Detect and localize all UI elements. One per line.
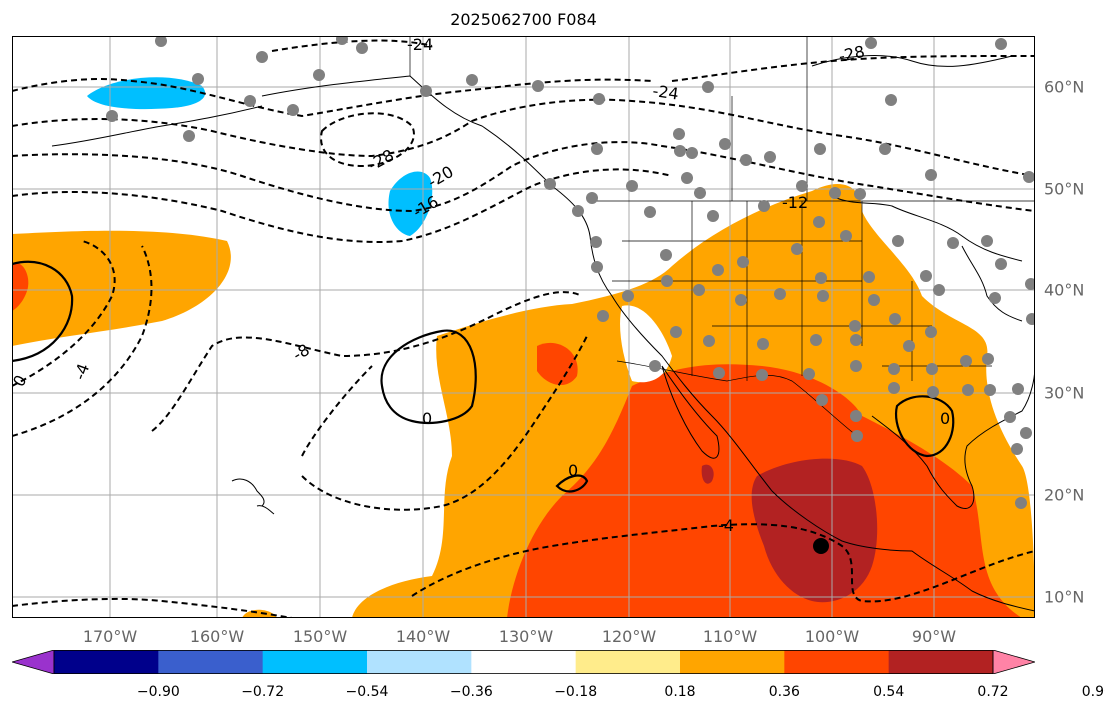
shading-blue: [87, 77, 433, 236]
colorbar-tick-label: −0.90: [136, 684, 180, 700]
contour-label: -24: [407, 36, 433, 54]
colorbar-extend-low: [12, 650, 55, 674]
colorbar: [12, 650, 1035, 674]
lon-tick-160w: 160°W: [189, 627, 245, 646]
lat-tick-20n: 20°N: [1044, 485, 1085, 505]
lon-tick-120w: 120°W: [601, 627, 657, 646]
lat-tick-60n: 60°N: [1044, 77, 1085, 97]
colorbar-cell: [367, 650, 472, 674]
station-markers: [106, 36, 1035, 509]
lon-tick-100w: 100°W: [804, 627, 860, 646]
shading-dark-red: [701, 458, 878, 603]
colorbar-tick-label: 0.18: [664, 684, 696, 700]
colorbar-cell: [575, 650, 681, 674]
contour-label: -4: [70, 361, 93, 382]
lat-tick-10n: 10°N: [1044, 587, 1085, 607]
colorbar-cell: [784, 650, 890, 674]
lon-tick-130w: 130°W: [498, 627, 554, 646]
colorbar-tick-label: 0.54: [873, 684, 905, 700]
contour-label: 0: [940, 409, 950, 428]
lon-tick-110w: 110°W: [702, 627, 758, 646]
lat-tick-30n: 30°N: [1044, 383, 1085, 403]
colorbar-tick-label: −0.18: [554, 684, 598, 700]
colorbar-tick-label: 0.90: [1081, 684, 1105, 700]
contour-label: -24: [651, 81, 680, 103]
colorbar-cell: [471, 650, 577, 674]
map-plot: -24 -28 -24 -28 -20 -16 -8 -4 0 0 0 0 -4…: [12, 36, 1035, 618]
graticule: [12, 36, 1035, 618]
lon-tick-170w: 170°W: [82, 627, 138, 646]
lon-tick-90w: 90°W: [911, 627, 957, 646]
colorbar-tick-label: −0.72: [241, 684, 285, 700]
contour-label: -4: [718, 516, 734, 535]
colorbar-tick-label: 0.72: [977, 684, 1009, 700]
colorbar-extend-high: [992, 650, 1035, 674]
coastlines: [51, 55, 1035, 612]
contours-solid: [12, 260, 955, 493]
political-borders: [409, 36, 1035, 437]
lon-tick-140w: 140°W: [395, 627, 451, 646]
contour-label: 0: [422, 409, 432, 428]
colorbar-tick-label: −0.54: [345, 684, 389, 700]
lat-tick-40n: 40°N: [1044, 280, 1085, 300]
colorbar-cell: [680, 650, 785, 674]
colorbar-cell: [158, 650, 264, 674]
highlight-marker: [813, 538, 829, 554]
colorbar-tick-label: 0.36: [768, 684, 800, 700]
colorbar-cell: [54, 650, 159, 674]
lat-tick-50n: 50°N: [1044, 179, 1085, 199]
colorbar-cell: [888, 650, 994, 674]
lon-tick-150w: 150°W: [292, 627, 348, 646]
contour-label: 0: [568, 461, 578, 480]
colorbar-tick-label: −0.36: [449, 684, 493, 700]
contour-label: -12: [782, 193, 808, 212]
colorbar-cell: [262, 650, 368, 674]
contours-dashed: [12, 39, 1035, 618]
map-title: 2025062700 F084: [450, 10, 597, 29]
